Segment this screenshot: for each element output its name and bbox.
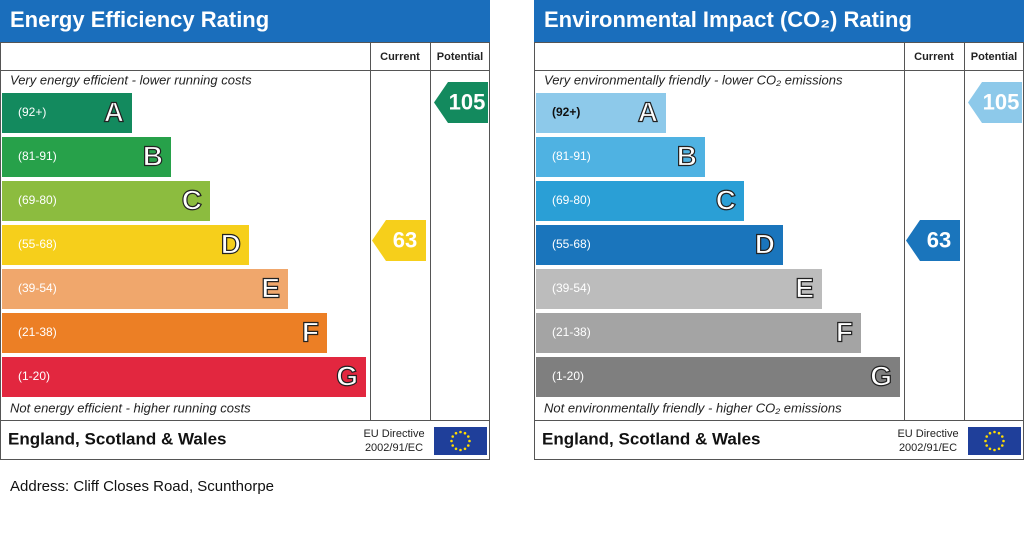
eu-star: [985, 435, 989, 438]
eu-star: [466, 444, 470, 447]
directive: 2002/91/EC: [365, 442, 423, 454]
band-letter: B: [143, 140, 163, 171]
rating-panel: Environmental Impact (CO₂) Rating Current…: [534, 0, 1024, 460]
band-range: (69-80): [18, 193, 57, 207]
eu-star: [459, 430, 462, 434]
rating-band: [2, 269, 288, 309]
band-range: (55-68): [18, 237, 57, 251]
band-letter: E: [795, 272, 814, 303]
band-range: (55-68): [552, 237, 591, 251]
band-range: (92+): [18, 105, 46, 119]
band-letter: G: [870, 360, 892, 391]
rating-arrow: [372, 220, 426, 261]
eu-star: [450, 439, 453, 443]
rating-band: [2, 93, 132, 133]
directive: EU Directive: [897, 428, 958, 440]
band-range: (81-91): [552, 149, 591, 163]
rating-band: [536, 225, 783, 265]
eu-star: [463, 431, 467, 435]
eu-star: [451, 435, 455, 438]
eu-star: [1000, 435, 1004, 438]
rating-band: [536, 93, 666, 133]
column-header: Potential: [971, 51, 1017, 63]
band-letter: D: [755, 228, 775, 259]
band-letter: G: [336, 360, 358, 391]
eu-star: [463, 447, 467, 451]
band-letter: C: [182, 184, 202, 215]
directive: 2002/91/EC: [899, 442, 957, 454]
directive: EU Directive: [363, 428, 424, 440]
band-range: (1-20): [18, 369, 50, 383]
band-letter: F: [302, 316, 319, 347]
eu-star: [988, 447, 992, 451]
eu-star: [1000, 444, 1004, 447]
rating-band: [2, 137, 171, 177]
eu-star: [1002, 439, 1005, 443]
band-range: (1-20): [552, 369, 584, 383]
column-header: Potential: [437, 51, 483, 63]
band-range: (21-38): [18, 325, 57, 339]
band-letter: A: [638, 96, 658, 127]
column-header: Current: [914, 51, 954, 63]
eu-star: [454, 431, 458, 435]
top-note: Very environmentally friendly - lower CO…: [544, 72, 843, 87]
bottom-note: Not environmentally friendly - higher CO…: [544, 400, 842, 415]
band-range: (81-91): [18, 149, 57, 163]
column-header: Current: [380, 51, 420, 63]
eu-star: [997, 431, 1001, 435]
eu-star: [459, 448, 462, 452]
title-bar: [534, 0, 1024, 42]
eu-star: [468, 439, 471, 443]
rating-band: [2, 357, 366, 397]
band-range: (21-38): [552, 325, 591, 339]
rating-arrow: [968, 82, 1022, 123]
eu-star: [985, 444, 989, 447]
eu-star: [466, 435, 470, 438]
rating-band: [536, 357, 900, 397]
eu-star: [997, 447, 1001, 451]
rating-arrow: [434, 82, 488, 123]
band-letter: E: [261, 272, 280, 303]
rating-band: [536, 181, 744, 221]
rating-band: [536, 313, 861, 353]
panel-title: Environmental Impact (CO₂) Rating: [544, 7, 912, 32]
band-range: (92+): [552, 105, 580, 119]
eu-star: [988, 431, 992, 435]
rating-arrow: [906, 220, 960, 261]
eu-star: [993, 430, 996, 434]
rating-value: 63: [927, 227, 951, 252]
eu-star: [984, 439, 987, 443]
rating-band: [2, 313, 327, 353]
region: England, Scotland & Wales: [8, 429, 227, 448]
rating-value: 63: [393, 227, 417, 252]
address: Address: Cliff Closes Road, Scunthorpe: [10, 478, 274, 495]
title-bar: [0, 0, 490, 42]
rating-band: [2, 181, 210, 221]
rating-value: 105: [983, 89, 1020, 114]
rating-panel: Energy Efficiency Rating Current Potential…: [0, 0, 490, 460]
panel-title: Energy Efficiency Rating: [10, 7, 269, 32]
band-range: (39-54): [552, 281, 591, 295]
region: England, Scotland & Wales: [542, 429, 761, 448]
band-range: (69-80): [552, 193, 591, 207]
panel-frame: [0, 42, 490, 460]
eu-star: [451, 444, 455, 447]
band-letter: F: [836, 316, 853, 347]
band-letter: B: [677, 140, 697, 171]
band-letter: A: [104, 96, 124, 127]
rating-band: [536, 269, 822, 309]
eu-star: [454, 447, 458, 451]
eu-star: [993, 448, 996, 452]
top-note: Very energy efficient - lower running co…: [10, 72, 252, 87]
rating-band: [536, 137, 705, 177]
band-letter: C: [716, 184, 736, 215]
band-letter: D: [221, 228, 241, 259]
rating-value: 105: [449, 89, 486, 114]
bottom-note: Not energy efficient - higher running co…: [10, 400, 251, 415]
rating-band: [2, 225, 249, 265]
band-range: (39-54): [18, 281, 57, 295]
